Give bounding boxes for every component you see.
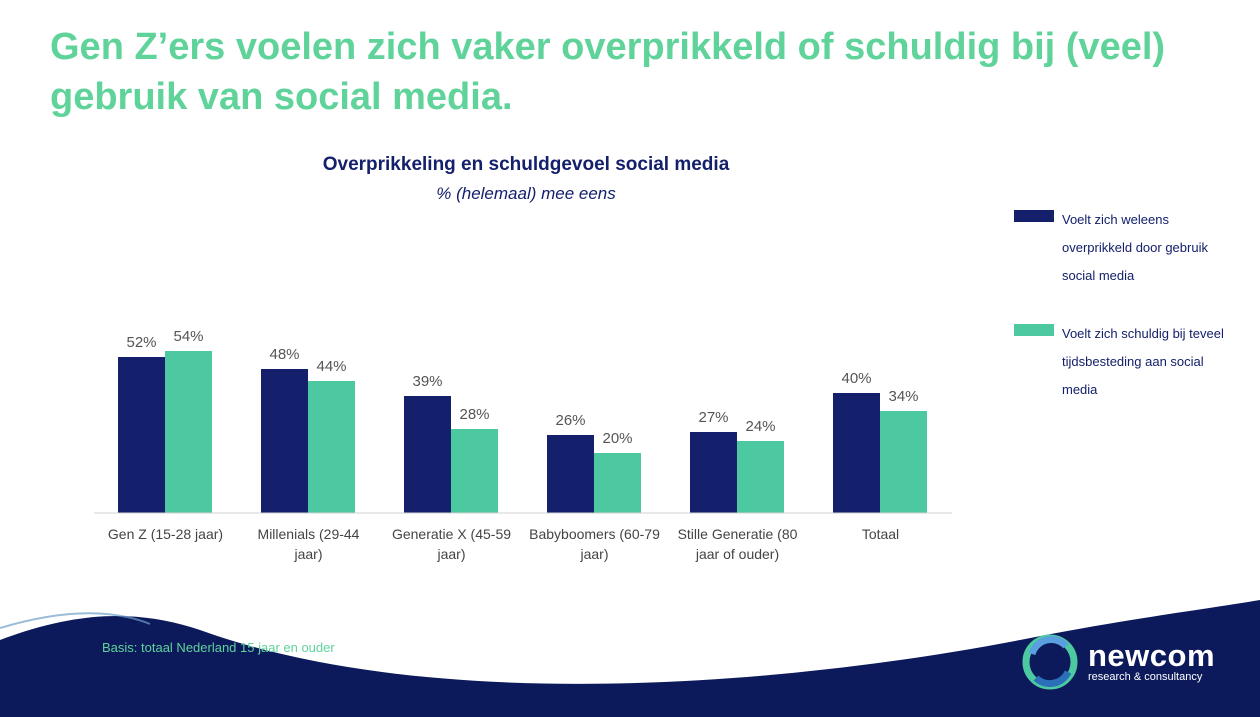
- data-label-series2-cat3: 28%: [459, 406, 489, 423]
- data-label-series2-cat4: 20%: [602, 430, 632, 447]
- legend-label-series1: Voelt zich weleens overprikkeld door geb…: [1062, 212, 1208, 283]
- bar-series2-cat6: [880, 411, 927, 513]
- data-label-series1-cat5: 27%: [698, 409, 728, 426]
- category-label-5: Stille Generatie (80 jaar of ouder): [678, 526, 798, 562]
- bar-chart: 52% 54% Gen Z (15-28 jaar) 48% 44% Millenials…: [94, 328, 952, 562]
- headline: Gen Z’ers voelen zich vaker overprikkeld…: [50, 26, 1166, 118]
- bar-series1-cat4: [547, 435, 594, 513]
- newcom-logo-icon: [1022, 634, 1078, 690]
- data-label-series2-cat6: 34%: [888, 388, 918, 405]
- bar-series1-cat2: [261, 369, 308, 513]
- category-label-6: Totaal: [862, 526, 899, 542]
- legend-swatch-series2: [1014, 324, 1054, 336]
- data-label-series2-cat2: 44%: [316, 358, 346, 375]
- bar-series1-cat5: [690, 432, 737, 513]
- data-label-series1-cat1: 52%: [126, 334, 156, 351]
- data-label-series1-cat3: 39%: [412, 373, 442, 390]
- data-label-series1-cat4: 26%: [555, 412, 585, 429]
- basis-note: Basis: totaal Nederland 15 jaar en ouder: [102, 640, 335, 655]
- data-label-series1-cat2: 48%: [269, 346, 299, 363]
- data-label-series2-cat5: 24%: [745, 418, 775, 435]
- footer-wave: [0, 600, 1260, 717]
- bar-series2-cat2: [308, 381, 355, 513]
- data-label-series2-cat1: 54%: [173, 328, 203, 345]
- category-label-1: Gen Z (15-28 jaar): [108, 526, 223, 542]
- logo-wordmark: newcom: [1088, 638, 1216, 673]
- bar-series2-cat5: [737, 441, 784, 513]
- bar-series1-cat1: [118, 357, 165, 513]
- bar-series2-cat1: [165, 351, 212, 513]
- category-label-4: Babyboomers (60-79 jaar): [529, 526, 660, 562]
- newcom-logo: newcom research & consultancy: [1022, 632, 1242, 692]
- bar-series2-cat3: [451, 429, 498, 513]
- legend-swatch-series1: [1014, 210, 1054, 222]
- bar-series1-cat6: [833, 393, 880, 513]
- category-label-3: Generatie X (45-59 jaar): [392, 526, 511, 562]
- chart-title: Overprikkeling en schuldgevoel social me…: [322, 154, 730, 175]
- bar-series1-cat3: [404, 396, 451, 513]
- category-label-2: Millenials (29-44 jaar): [258, 526, 360, 562]
- legend-label-series2: Voelt zich schuldig bij teveel tijdsbest…: [1062, 326, 1224, 397]
- logo-tagline: research & consultancy: [1088, 671, 1203, 683]
- chart-subtitle: % (helemaal) mee eens: [436, 184, 616, 203]
- data-label-series1-cat6: 40%: [841, 370, 871, 387]
- bar-series2-cat4: [594, 453, 641, 513]
